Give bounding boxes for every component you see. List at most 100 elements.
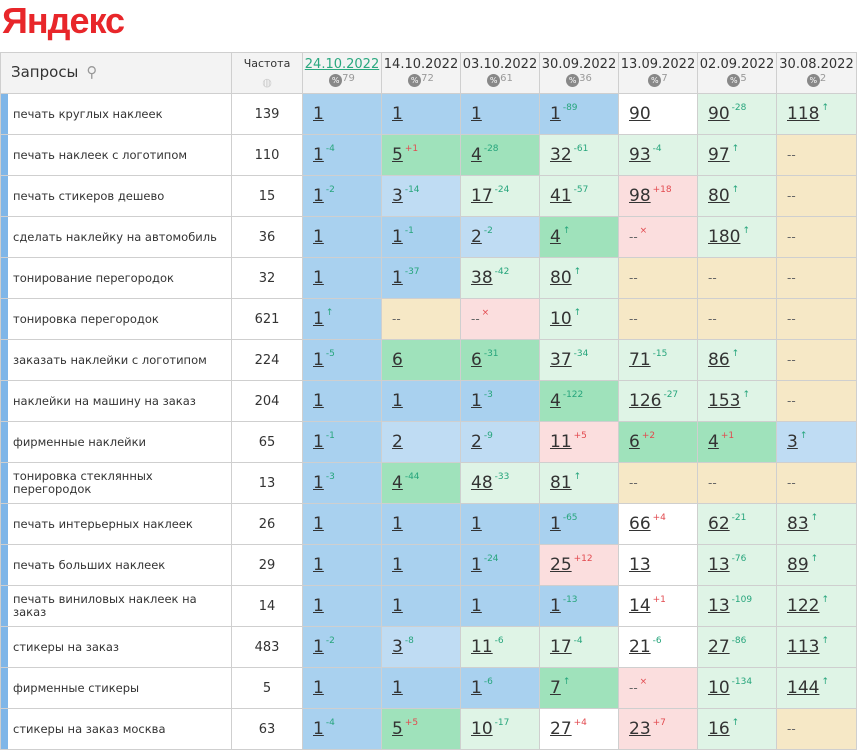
position[interactable]: 14: [629, 596, 651, 616]
position[interactable]: 126: [629, 391, 662, 411]
position[interactable]: 1: [471, 514, 482, 534]
position[interactable]: 23: [629, 719, 651, 739]
position[interactable]: 98: [629, 186, 651, 206]
position[interactable]: 122: [787, 596, 820, 616]
position[interactable]: 4: [471, 145, 482, 165]
position[interactable]: 62: [708, 514, 730, 534]
position[interactable]: 2: [471, 432, 482, 452]
position[interactable]: 48: [471, 473, 493, 493]
position[interactable]: 13: [708, 555, 730, 575]
position[interactable]: 1: [471, 596, 482, 616]
search-icon[interactable]: ⚲: [86, 63, 98, 81]
position[interactable]: 25: [550, 555, 572, 575]
position[interactable]: 10: [708, 678, 730, 698]
position[interactable]: 27: [550, 719, 572, 739]
position[interactable]: 10: [471, 719, 493, 739]
position[interactable]: 144: [787, 678, 820, 698]
position[interactable]: 80: [550, 268, 572, 288]
position[interactable]: 1: [313, 268, 324, 288]
position[interactable]: 32: [550, 145, 572, 165]
position[interactable]: 1: [471, 555, 482, 575]
position-cell: --: [698, 299, 777, 340]
position[interactable]: 16: [708, 719, 730, 739]
position[interactable]: 1: [392, 391, 403, 411]
position[interactable]: 1: [313, 637, 324, 657]
position[interactable]: 1: [392, 514, 403, 534]
position[interactable]: 3: [787, 432, 798, 452]
position[interactable]: 180: [708, 227, 741, 247]
position[interactable]: 13: [708, 596, 730, 616]
position[interactable]: 37: [550, 350, 572, 370]
position[interactable]: 13: [629, 555, 651, 575]
position[interactable]: 1: [313, 555, 324, 575]
position[interactable]: 1: [313, 145, 324, 165]
position[interactable]: 1: [313, 350, 324, 370]
position[interactable]: 1: [471, 104, 482, 124]
position[interactable]: 86: [708, 350, 730, 370]
position[interactable]: 1: [392, 555, 403, 575]
pct-row: % 79: [303, 73, 381, 88]
position[interactable]: 21: [629, 637, 651, 657]
position[interactable]: 1: [471, 678, 482, 698]
position[interactable]: 71: [629, 350, 651, 370]
position[interactable]: 1: [313, 514, 324, 534]
position[interactable]: 1: [313, 473, 324, 493]
position[interactable]: 5: [392, 719, 403, 739]
position[interactable]: 4: [550, 227, 561, 247]
position[interactable]: 1: [313, 719, 324, 739]
position[interactable]: 11: [471, 637, 493, 657]
position[interactable]: 6: [392, 350, 403, 370]
position[interactable]: 1: [313, 309, 324, 329]
position[interactable]: 27: [708, 637, 730, 657]
position[interactable]: 1: [392, 268, 403, 288]
delta: ↑: [573, 308, 582, 318]
position[interactable]: 113: [787, 637, 820, 657]
position[interactable]: 66: [629, 514, 651, 534]
position[interactable]: 1: [313, 596, 324, 616]
position[interactable]: 80: [708, 186, 730, 206]
position[interactable]: 97: [708, 145, 730, 165]
position[interactable]: 1: [313, 432, 324, 452]
position[interactable]: 1: [313, 678, 324, 698]
position[interactable]: 1: [550, 596, 561, 616]
position[interactable]: 4: [708, 432, 719, 452]
delta: -4: [325, 144, 335, 154]
position[interactable]: 2: [471, 227, 482, 247]
position[interactable]: 1: [313, 104, 324, 124]
position[interactable]: 1: [392, 227, 403, 247]
position[interactable]: 11: [550, 432, 572, 452]
position[interactable]: 90: [629, 104, 651, 124]
position[interactable]: 6: [471, 350, 482, 370]
position[interactable]: 1: [392, 596, 403, 616]
position[interactable]: 6: [629, 432, 640, 452]
position[interactable]: 1: [392, 678, 403, 698]
position[interactable]: 1: [392, 104, 403, 124]
position[interactable]: 5: [392, 145, 403, 165]
position[interactable]: 1: [313, 186, 324, 206]
position[interactable]: 38: [471, 268, 493, 288]
position: --: [708, 312, 717, 326]
position[interactable]: 153: [708, 391, 741, 411]
position[interactable]: 10: [550, 309, 572, 329]
position[interactable]: 4: [550, 391, 561, 411]
position[interactable]: 1: [313, 227, 324, 247]
position[interactable]: 3: [392, 637, 403, 657]
position[interactable]: 17: [550, 637, 572, 657]
date[interactable]: 24.10.2022: [304, 57, 380, 72]
position[interactable]: 93: [629, 145, 651, 165]
position[interactable]: 17: [471, 186, 493, 206]
position[interactable]: 1: [550, 514, 561, 534]
position[interactable]: 83: [787, 514, 809, 534]
position[interactable]: 41: [550, 186, 572, 206]
position[interactable]: 3: [392, 186, 403, 206]
position[interactable]: 90: [708, 104, 730, 124]
position[interactable]: 2: [392, 432, 403, 452]
position[interactable]: 1: [313, 391, 324, 411]
position[interactable]: 1: [550, 104, 561, 124]
position[interactable]: 89: [787, 555, 809, 575]
position[interactable]: 118: [787, 104, 820, 124]
position[interactable]: 4: [392, 473, 403, 493]
position[interactable]: 81: [550, 473, 572, 493]
position[interactable]: 7: [550, 678, 561, 698]
position[interactable]: 1: [471, 391, 482, 411]
